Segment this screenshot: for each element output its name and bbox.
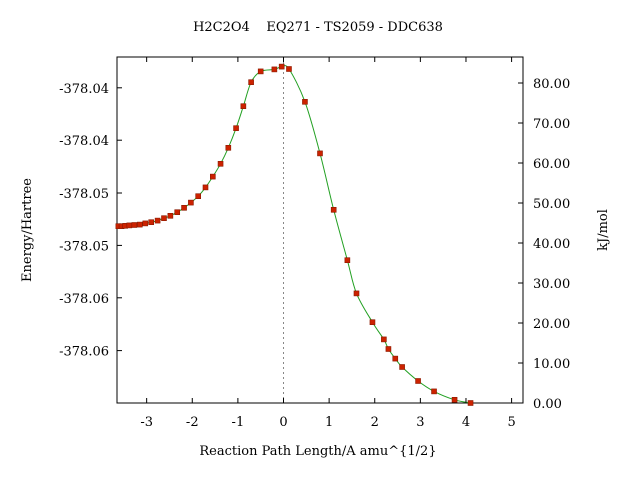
data-point: [233, 125, 239, 131]
data-point: [257, 68, 264, 75]
data-point: [286, 66, 292, 72]
data-point: [202, 184, 209, 191]
data-point: [369, 319, 376, 326]
plot-frame: [116, 56, 524, 404]
data-point: [126, 222, 133, 229]
data-point: [353, 290, 360, 297]
x-tick-label: 3: [416, 415, 424, 430]
y-right-tick-label: 20.00: [533, 317, 570, 332]
data-point: [415, 378, 421, 384]
y-right-tick-label: 0.00: [533, 397, 562, 412]
y-axis-right-title: kJ/mol: [596, 209, 611, 251]
data-point: [148, 219, 155, 225]
y-right-tick-label: 30.00: [533, 277, 570, 292]
y-left-tick-label: -378.06: [59, 345, 109, 360]
y-right-tick-label: 80.00: [533, 77, 570, 92]
data-point: [278, 63, 285, 70]
data-point: [467, 400, 474, 406]
x-tick-label: 4: [462, 415, 470, 430]
data-point: [248, 79, 254, 85]
data-point: [210, 173, 216, 180]
y-left-tick-label: -378.04: [59, 82, 109, 97]
x-tick-label: -3: [140, 415, 153, 430]
y-left-tick-label: -378.05: [59, 239, 109, 254]
y-left-tick-label: -378.06: [59, 292, 109, 307]
y-right-tick-label: 10.00: [533, 357, 570, 372]
data-point: [225, 145, 232, 151]
y-right-tick-label: 70.00: [533, 117, 570, 132]
x-tick-label: -1: [232, 415, 245, 430]
x-tick-label: 5: [507, 415, 515, 430]
data-point: [174, 209, 181, 215]
data-point: [188, 199, 194, 206]
data-point: [385, 346, 392, 352]
data-point: [317, 150, 323, 157]
x-tick-label: -2: [186, 415, 199, 430]
y-right-tick-label: 60.00: [533, 157, 570, 172]
data-point: [344, 257, 351, 264]
y-left-tick-label: -378.05: [59, 187, 109, 202]
data-point: [271, 66, 278, 73]
data-point: [392, 355, 399, 362]
x-axis-title: Reaction Path Length/A amu^{1/2}: [199, 444, 436, 459]
data-point: [154, 217, 161, 224]
data-point: [161, 215, 167, 221]
data-point: [167, 213, 174, 219]
data-point: [451, 396, 458, 403]
data-point: [330, 207, 337, 213]
data-point: [142, 220, 149, 227]
data-point: [137, 221, 143, 228]
y-axis-left-title: Energy/Hartree: [20, 178, 35, 282]
data-point: [302, 99, 308, 105]
y-right-tick-label: 40.00: [533, 237, 570, 252]
data-point: [181, 205, 187, 211]
data-point: [131, 222, 138, 228]
chart-title: H2C2O4 EQ271 - TS2059 - DDC638: [193, 20, 443, 35]
x-tick-label: 1: [325, 415, 333, 430]
energy-curve: [118, 65, 471, 404]
data-point: [217, 161, 224, 167]
x-tick-label: 0: [279, 415, 287, 430]
data-point: [399, 364, 405, 370]
data-point: [240, 103, 247, 109]
data-point: [431, 388, 437, 395]
data-point: [195, 193, 201, 199]
y-left-tick-label: -378.04: [59, 134, 109, 149]
data-point: [381, 336, 387, 343]
x-tick-label: 2: [371, 415, 379, 430]
y-right-tick-label: 50.00: [533, 197, 570, 212]
